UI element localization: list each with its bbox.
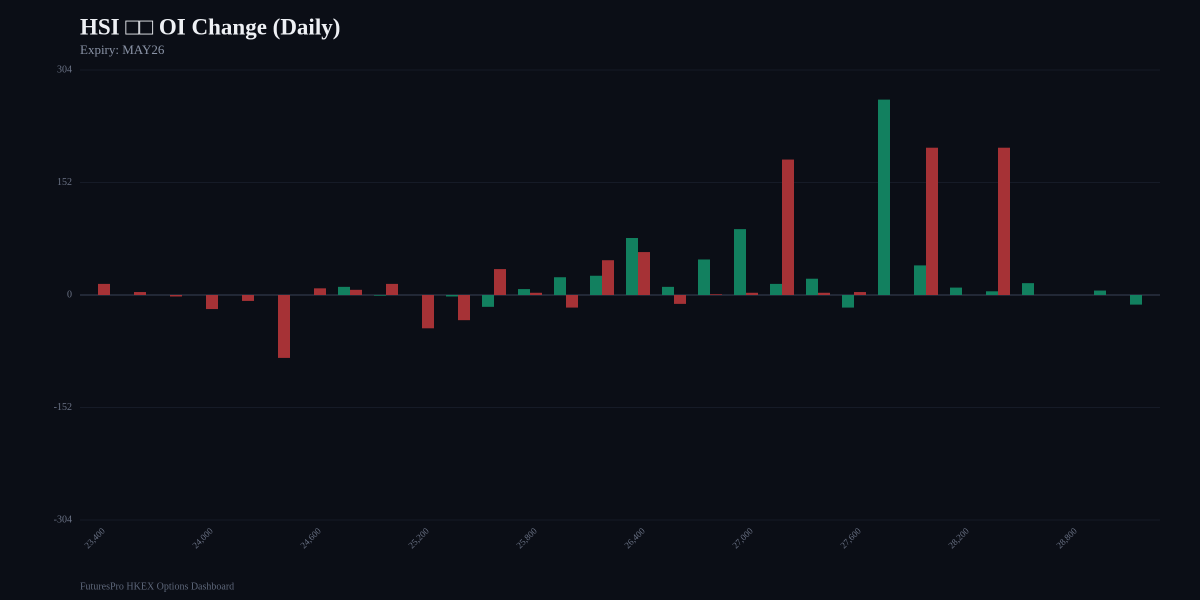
bar — [170, 295, 182, 297]
chart-subtitle: Expiry: MAY26 — [80, 42, 165, 57]
bar — [278, 295, 290, 358]
bar — [926, 147, 938, 295]
bar — [710, 294, 722, 295]
y-tick-label: 304 — [57, 64, 72, 75]
bar — [998, 147, 1010, 295]
bar — [482, 295, 494, 307]
bar — [602, 260, 614, 295]
bar — [590, 275, 602, 295]
bar — [530, 292, 542, 295]
y-tick-label: -152 — [54, 402, 72, 413]
bar — [350, 289, 362, 295]
bar — [314, 288, 326, 295]
bar — [566, 295, 578, 308]
bar — [842, 295, 854, 308]
bar — [338, 286, 350, 295]
chart-title: HSI □□ OI Change (Daily) — [80, 14, 340, 39]
bar — [674, 295, 686, 304]
bar — [878, 99, 890, 296]
bar — [98, 283, 110, 295]
bar — [734, 229, 746, 295]
bar — [242, 295, 254, 301]
bar — [422, 295, 434, 329]
bar — [518, 289, 530, 295]
bar — [1022, 283, 1034, 295]
bar — [626, 238, 638, 295]
bar — [494, 269, 506, 295]
y-tick-label: 0 — [67, 289, 72, 300]
bar — [374, 295, 386, 296]
bar — [806, 278, 818, 295]
bar — [698, 259, 710, 295]
bar — [206, 295, 218, 310]
bar — [386, 283, 398, 295]
bar — [662, 286, 674, 295]
bar — [134, 292, 146, 295]
y-tick-label: 152 — [57, 177, 72, 188]
bar — [950, 287, 962, 295]
bar — [1094, 290, 1106, 295]
bar — [914, 265, 926, 295]
bar — [746, 292, 758, 295]
bar — [446, 295, 458, 297]
bar — [1130, 295, 1142, 305]
bar — [770, 283, 782, 295]
bar — [818, 292, 830, 295]
bar — [638, 252, 650, 295]
bar — [986, 291, 998, 295]
y-tick-label: -304 — [54, 514, 72, 525]
bar — [854, 292, 866, 295]
bar — [458, 295, 470, 321]
bar — [782, 159, 794, 295]
bar — [554, 277, 566, 295]
footer: FuturesPro HKEX Options Dashboard — [80, 581, 234, 592]
